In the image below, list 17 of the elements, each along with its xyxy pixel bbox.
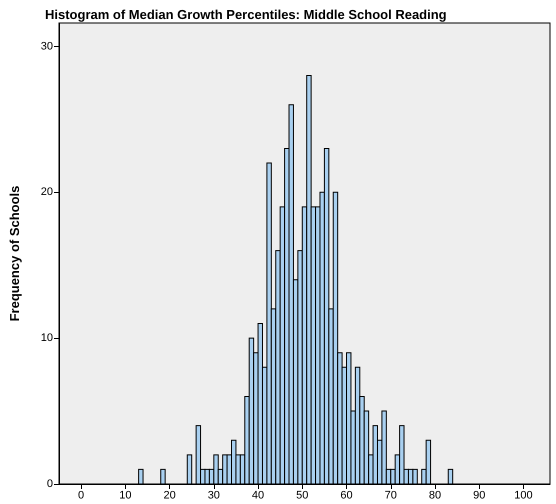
y-axis-title: Frequency of Schools xyxy=(7,186,22,322)
y-tick-label: 0 xyxy=(46,478,53,490)
x-tick-label: 30 xyxy=(208,490,220,502)
x-tick-label: 90 xyxy=(473,490,486,502)
x-tick-label: 70 xyxy=(384,490,397,502)
y-tick-label: 30 xyxy=(40,40,53,52)
chart-title: Histogram of Median Growth Percentiles: Middle School Reading xyxy=(45,7,447,22)
x-tick-label: 0 xyxy=(78,490,84,502)
x-tick-label: 40 xyxy=(252,490,264,502)
x-tick-label: 80 xyxy=(428,490,442,502)
x-tick-label: 10 xyxy=(119,490,132,502)
x-tick-label: 60 xyxy=(340,490,353,502)
x-tick-label: 50 xyxy=(296,490,308,502)
x-tick-label: 100 xyxy=(514,490,533,502)
y-tick-label: 10 xyxy=(40,332,53,344)
y-tick-label: 20 xyxy=(40,186,53,198)
x-tick-label: 20 xyxy=(163,490,176,502)
